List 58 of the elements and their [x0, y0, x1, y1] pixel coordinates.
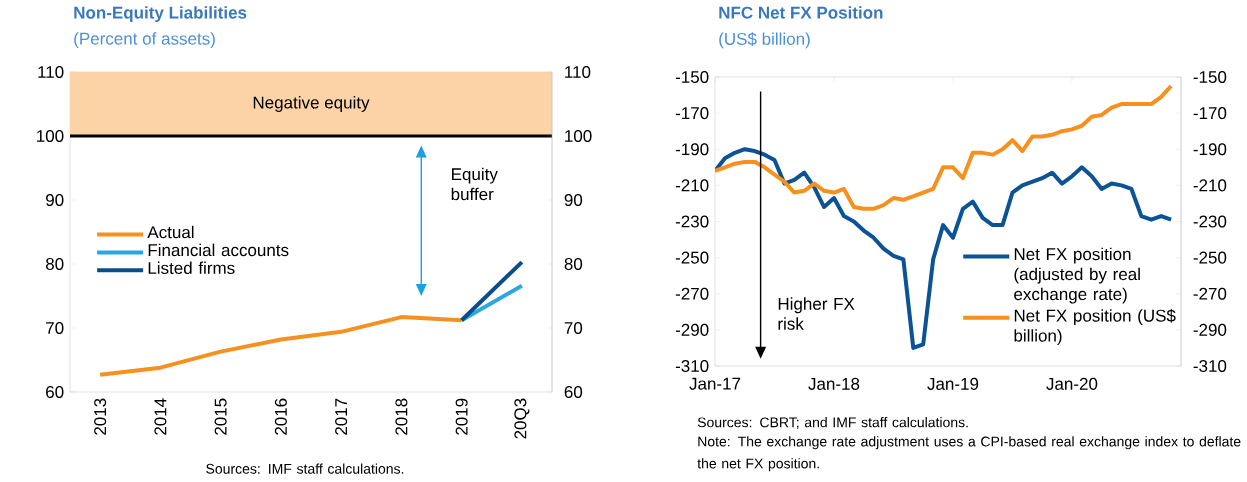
y2-tick-label: 80 [564, 257, 583, 271]
legend-label: Net FX position (US$ billion) [1014, 308, 1176, 346]
annotation: Higher FX risk [778, 297, 855, 330]
x-tick-label: Jan-19 [927, 377, 979, 390]
x-tick-label: 2019 [455, 398, 468, 435]
y-tick-label: -190 [675, 143, 709, 156]
y2-tick-label: -310 [1193, 359, 1227, 373]
y-tick-label: -210 [675, 179, 709, 192]
legend-label: Financial accounts [148, 243, 289, 257]
y-tick-label: -270 [675, 287, 709, 300]
x-tick-label: 2015 [214, 398, 227, 435]
chart-title: NFC Net FX Position [719, 6, 883, 19]
y2-tick-label: -230 [1193, 215, 1227, 228]
chart-subtitle: (US$ billion) [719, 32, 810, 49]
text: Note: The exchange rate adjustment uses a CPI-based real exchange index to deflate the net FX position. [697, 436, 1241, 472]
y2-tick-label: 90 [564, 193, 583, 207]
legend-label: Net FX position (adjusted by real exchange rate) [1014, 247, 1140, 304]
y-tick-label: 90 [46, 193, 64, 207]
x-tick-label: Jan-17 [689, 377, 741, 390]
y2-tick-label: 100 [565, 129, 592, 143]
y-tick-label: -250 [675, 251, 709, 264]
y2-tick-label: 70 [564, 321, 583, 335]
x-tick-label: Jan-20 [1046, 377, 1098, 390]
band-label: Negative equity [253, 96, 370, 112]
x-tick-label: 20Q3 [514, 398, 530, 439]
y-tick-label: -310 [675, 359, 709, 373]
source-note: Sources: IMF staff calculations. [206, 463, 404, 474]
chart-subtitle: (Percent of assets) [74, 32, 215, 49]
annotation: Equity buffer [451, 167, 498, 201]
x-tick-label: 2016 [274, 398, 287, 435]
legend-label: Actual [147, 225, 194, 239]
line-series [98, 315, 464, 377]
y-tick-label: 80 [45, 257, 64, 271]
y-tick-label: 110 [38, 65, 64, 79]
x-tick-label: 2013 [94, 398, 107, 435]
x-tick-label: Jan-18 [808, 377, 860, 390]
y-tick-label: 60 [46, 385, 64, 399]
legend-label: Listed firms [148, 261, 235, 275]
y2-tick-label: 110 [565, 65, 591, 79]
y-tick-label: -290 [675, 323, 709, 336]
y2-tick-label: -150 [1193, 70, 1227, 84]
y2-tick-label: 60 [564, 385, 583, 399]
source-note: Sources: CBRT; and IMF staff calculations. [697, 417, 968, 429]
x-tick-label: 2017 [335, 398, 348, 435]
x-tick-label: 2018 [395, 398, 408, 435]
y2-tick-label: -250 [1193, 251, 1227, 264]
x-tick-label: 2014 [154, 398, 167, 435]
y-tick-label: -230 [675, 215, 709, 228]
y2-tick-label: -290 [1193, 323, 1227, 336]
y-tick-label: 100 [37, 129, 64, 143]
y-tick-label: -170 [675, 107, 709, 120]
chart-title: Non-Equity Liabilities [74, 6, 247, 23]
y-tick-label: 70 [46, 321, 64, 335]
y2-tick-label: -270 [1193, 287, 1227, 300]
y2-tick-label: -190 [1193, 143, 1227, 156]
y2-tick-label: -210 [1193, 179, 1227, 192]
y-tick-label: -150 [675, 70, 709, 84]
y2-tick-label: -170 [1193, 107, 1227, 120]
